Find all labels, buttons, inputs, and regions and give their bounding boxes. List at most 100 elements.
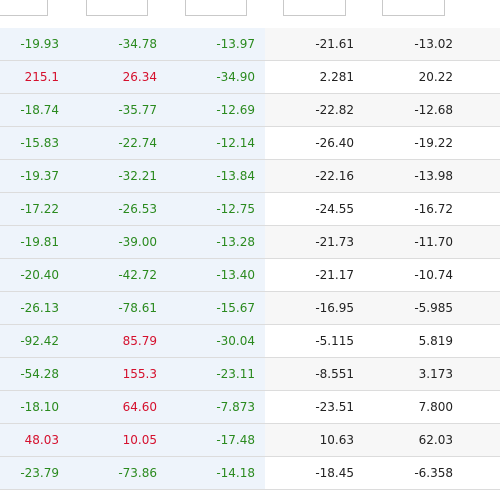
table-cell-col-5: -10.74 bbox=[364, 259, 464, 291]
table-row[interactable]: -15.83 -22.74 -12.14 -26.40 -19.22 bbox=[0, 127, 500, 160]
filter-input-col-5[interactable] bbox=[382, 0, 445, 16]
filter-input-col-1[interactable] bbox=[0, 0, 48, 16]
table-cell-col-2: -34.78 bbox=[69, 28, 167, 60]
table-cell-col-2: -42.72 bbox=[69, 259, 167, 291]
table-cell-col-1: -19.81 bbox=[0, 226, 69, 258]
table-cell-col-5: -13.02 bbox=[364, 28, 464, 60]
table-cell-col-2: -39.00 bbox=[69, 226, 167, 258]
table-row[interactable]: -19.37 -32.21 -13.84 -22.16 -13.98 bbox=[0, 160, 500, 193]
table-cell-col-3: -30.04 bbox=[167, 325, 265, 357]
table-cell-col-6 bbox=[464, 457, 500, 489]
table-cell-col-1: 48.03 bbox=[0, 424, 69, 456]
table-cell-col-3: -13.28 bbox=[167, 226, 265, 258]
filter-row bbox=[0, 0, 500, 29]
table-cell-col-1: -19.93 bbox=[0, 28, 69, 60]
table-cell-col-2: -78.61 bbox=[69, 292, 167, 324]
table-cell-col-5: 20.22 bbox=[364, 61, 464, 93]
table-cell-col-5: 7.800 bbox=[364, 391, 464, 423]
table-cell-col-4: -22.16 bbox=[265, 160, 364, 192]
table-cell-col-4: -22.82 bbox=[265, 94, 364, 126]
table-cell-col-4: -23.51 bbox=[265, 391, 364, 423]
filter-input-col-4[interactable] bbox=[283, 0, 346, 16]
table-cell-col-6 bbox=[464, 28, 500, 60]
table-row[interactable]: -92.42 85.79 -30.04 -5.115 5.819 bbox=[0, 325, 500, 358]
table-cell-col-4: -26.40 bbox=[265, 127, 364, 159]
table-row[interactable]: 215.1 26.34 -34.90 2.281 20.22 bbox=[0, 61, 500, 94]
table-cell-col-6 bbox=[464, 391, 500, 423]
table-row[interactable]: 48.03 10.05 -17.48 10.63 62.03 bbox=[0, 424, 500, 457]
table-cell-col-3: -14.18 bbox=[167, 457, 265, 489]
table-row[interactable]: -17.22 -26.53 -12.75 -24.55 -16.72 bbox=[0, 193, 500, 226]
table-cell-col-1: -20.40 bbox=[0, 259, 69, 291]
table-cell-col-2: -32.21 bbox=[69, 160, 167, 192]
table-cell-col-4: -21.73 bbox=[265, 226, 364, 258]
table-cell-col-5: -19.22 bbox=[364, 127, 464, 159]
table-cell-col-2: -73.86 bbox=[69, 457, 167, 489]
table-cell-col-1: -54.28 bbox=[0, 358, 69, 390]
table-row[interactable]: -19.93 -34.78 -13.97 -21.61 -13.02 bbox=[0, 28, 500, 61]
table-cell-col-3: -12.14 bbox=[167, 127, 265, 159]
table-cell-col-3: -34.90 bbox=[167, 61, 265, 93]
table-cell-col-5: -5.985 bbox=[364, 292, 464, 324]
table-cell-col-6 bbox=[464, 193, 500, 225]
table-cell-col-5: -13.98 bbox=[364, 160, 464, 192]
table-cell-col-4: -21.17 bbox=[265, 259, 364, 291]
table-cell-col-5: -6.358 bbox=[364, 457, 464, 489]
table-cell-col-6 bbox=[464, 292, 500, 324]
table-cell-col-4: -16.95 bbox=[265, 292, 364, 324]
table-cell-col-5: -16.72 bbox=[364, 193, 464, 225]
table-cell-col-3: -15.67 bbox=[167, 292, 265, 324]
table-cell-col-3: -23.11 bbox=[167, 358, 265, 390]
table-cell-col-5: 3.173 bbox=[364, 358, 464, 390]
table-cell-col-4: 2.281 bbox=[265, 61, 364, 93]
table-cell-col-6 bbox=[464, 358, 500, 390]
table-cell-col-6 bbox=[464, 325, 500, 357]
table-cell-col-3: -7.873 bbox=[167, 391, 265, 423]
table-cell-col-6 bbox=[464, 94, 500, 126]
table-cell-col-5: -11.70 bbox=[364, 226, 464, 258]
table-cell-col-2: 10.05 bbox=[69, 424, 167, 456]
table-cell-col-4: -18.45 bbox=[265, 457, 364, 489]
table-cell-col-6 bbox=[464, 259, 500, 291]
table-cell-col-4: -5.115 bbox=[265, 325, 364, 357]
table-cell-col-2: -26.53 bbox=[69, 193, 167, 225]
table-cell-col-1: -23.79 bbox=[0, 457, 69, 489]
table-cell-col-6 bbox=[464, 127, 500, 159]
table-row[interactable]: -20.40 -42.72 -13.40 -21.17 -10.74 bbox=[0, 259, 500, 292]
table-cell-col-2: 85.79 bbox=[69, 325, 167, 357]
table-cell-col-6 bbox=[464, 424, 500, 456]
table-cell-col-3: -13.97 bbox=[167, 28, 265, 60]
table-cell-col-4: -8.551 bbox=[265, 358, 364, 390]
table-cell-col-3: -13.40 bbox=[167, 259, 265, 291]
table-cell-col-1: -26.13 bbox=[0, 292, 69, 324]
table-cell-col-1: -15.83 bbox=[0, 127, 69, 159]
table-row[interactable]: -18.10 64.60 -7.873 -23.51 7.800 bbox=[0, 391, 500, 424]
table-cell-col-3: -17.48 bbox=[167, 424, 265, 456]
table-cell-col-4: -24.55 bbox=[265, 193, 364, 225]
table-cell-col-1: -17.22 bbox=[0, 193, 69, 225]
table-row[interactable]: -19.81 -39.00 -13.28 -21.73 -11.70 bbox=[0, 226, 500, 259]
filter-input-col-2[interactable] bbox=[86, 0, 148, 16]
table-row[interactable]: -54.28 155.3 -23.11 -8.551 3.173 bbox=[0, 358, 500, 391]
table-cell-col-6 bbox=[464, 160, 500, 192]
table-cell-col-4: -21.61 bbox=[265, 28, 364, 60]
table-cell-col-6 bbox=[464, 61, 500, 93]
table-cell-col-1: 215.1 bbox=[0, 61, 69, 93]
table-cell-col-2: 64.60 bbox=[69, 391, 167, 423]
table-row[interactable]: -26.13 -78.61 -15.67 -16.95 -5.985 bbox=[0, 292, 500, 325]
table-row[interactable]: -23.79 -73.86 -14.18 -18.45 -6.358 bbox=[0, 457, 500, 490]
table-cell-col-3: -12.69 bbox=[167, 94, 265, 126]
filter-input-col-3[interactable] bbox=[185, 0, 247, 16]
table-cell-col-4: 10.63 bbox=[265, 424, 364, 456]
table-row[interactable]: -18.74 -35.77 -12.69 -22.82 -12.68 bbox=[0, 94, 500, 127]
table-cell-col-5: -12.68 bbox=[364, 94, 464, 126]
table-cell-col-1: -92.42 bbox=[0, 325, 69, 357]
table-cell-col-3: -12.75 bbox=[167, 193, 265, 225]
table-cell-col-2: -22.74 bbox=[69, 127, 167, 159]
table-cell-col-1: -19.37 bbox=[0, 160, 69, 192]
table-cell-col-3: -13.84 bbox=[167, 160, 265, 192]
table-cell-col-1: -18.10 bbox=[0, 391, 69, 423]
table-cell-col-5: 62.03 bbox=[364, 424, 464, 456]
table-cell-col-1: -18.74 bbox=[0, 94, 69, 126]
